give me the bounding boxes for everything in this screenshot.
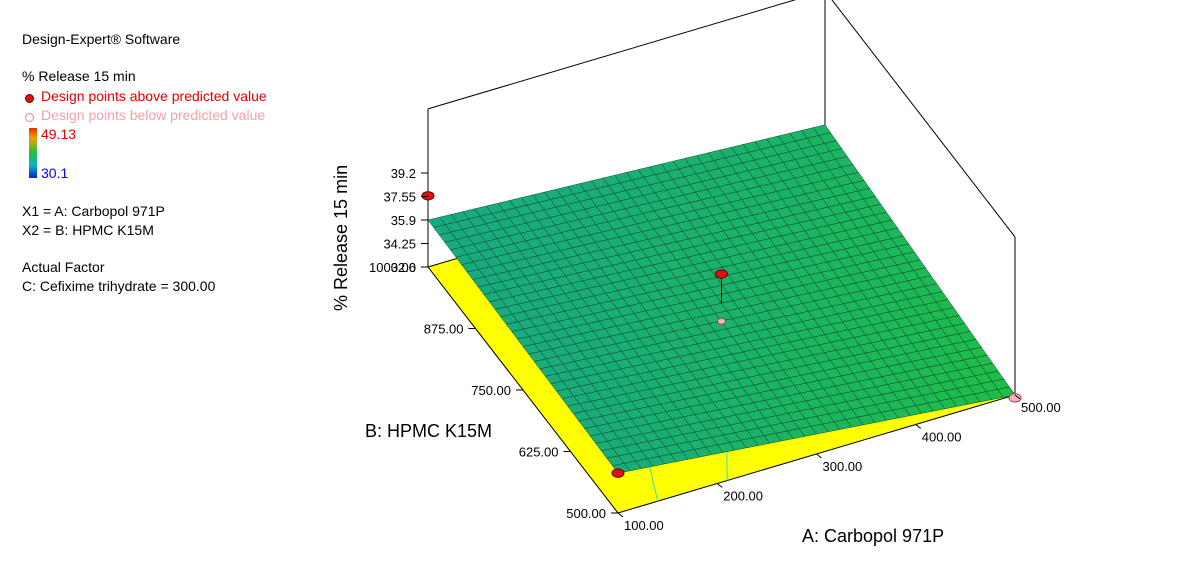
y-tick-label: 625.00 [519,445,559,460]
x1-label: X1 = A: Carbopol 971P [22,203,165,219]
y-axis-label: B: HPMC K15M [365,421,492,441]
actual-factor-heading: Actual Factor [22,259,105,275]
z-tick-label: 35.9 [391,213,416,228]
x-tick-label: 200.00 [723,489,763,504]
x-tick [915,424,922,429]
design-point-above [421,191,435,201]
y-tick-label: 875.00 [424,322,464,337]
design-point-below [717,317,726,325]
design-point-below [1008,393,1022,403]
z-tick-label: 32.6 [391,260,416,275]
box-edge [427,0,797,110]
axis-ticks: 100.00 200.00 300.00 400.00 500.00 500.00 625.… [369,166,1061,533]
x-tick-label: 500.00 [1021,400,1061,415]
legend-below-label: Design points below predicted value [41,107,266,123]
below-point-icon [25,113,34,122]
x-tick-label: 100.00 [624,518,664,533]
x2-label: X2 = B: HPMC K15M [22,222,154,238]
design-point-above [715,269,728,279]
z-axis-label: % Release 15 min [331,165,351,311]
z-tick-label: 37.55 [383,190,416,205]
color-scale-bar [29,128,37,178]
z-tick-label: 39.2 [391,166,416,181]
x-tick [617,512,624,518]
legend-panel: Design-Expert® Software % Release 15 min… [0,0,330,320]
legend-above-label: Design points above predicted value [41,88,267,104]
design-point-above [611,468,625,478]
y-tick-label: 1000.00 [369,260,416,275]
x-tick-label: 300.00 [823,459,863,474]
x-tick-label: 400.00 [922,430,962,445]
x-axis-label: A: Carbopol 971P [802,526,944,546]
y-tick-label: 500.00 [566,506,606,521]
y-tick-label: 750.00 [471,383,511,398]
x-tick [816,453,822,459]
x-tick [716,483,723,488]
design-points [421,191,1022,478]
color-min-label: 30.1 [41,165,69,181]
box-edge [831,0,1016,238]
color-max-label: 49.13 [41,126,77,142]
above-point-icon [25,94,34,103]
x-tick [1014,394,1021,400]
actual-factor-value: C: Cefixime trihydrate = 300.00 [22,278,216,294]
response-surface [427,124,1016,474]
bounding-box-back [427,0,1016,267]
response-name: % Release 15 min [22,68,136,84]
software-title: Design-Expert® Software [22,31,181,47]
z-tick-label: 34.25 [383,237,416,252]
